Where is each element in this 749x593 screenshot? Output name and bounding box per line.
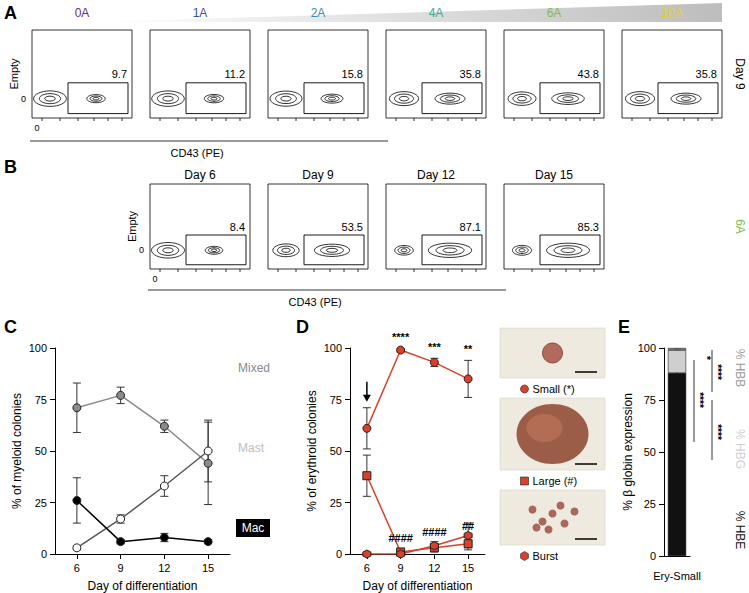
svg-text:####: #### [422, 526, 446, 538]
svg-text:Day of differentiation: Day of differentiation [363, 579, 473, 593]
svg-text:A: A [4, 3, 17, 23]
svg-text:% of erythroid colonies: % of erythroid colonies [305, 390, 319, 511]
svg-text:50: 50 [35, 445, 47, 457]
svg-text:**: ** [464, 343, 473, 355]
svg-text:Ery-Small: Ery-Small [653, 570, 701, 582]
svg-text:75: 75 [330, 394, 342, 406]
svg-text:50: 50 [330, 445, 342, 457]
svg-text:11.2: 11.2 [224, 68, 245, 80]
svg-text:15: 15 [202, 562, 214, 574]
svg-text:9: 9 [118, 562, 124, 574]
svg-text:####: #### [388, 532, 412, 544]
svg-text:85.3: 85.3 [578, 221, 599, 233]
svg-text:25: 25 [35, 497, 47, 509]
svg-text:D: D [296, 317, 309, 337]
svg-text:35.8: 35.8 [460, 68, 481, 80]
svg-text:CD43 (PE): CD43 (PE) [171, 147, 224, 159]
svg-text:0: 0 [152, 274, 157, 284]
svg-text:E: E [618, 317, 630, 337]
svg-text:****: **** [712, 364, 723, 380]
svg-text:1A: 1A [193, 6, 208, 20]
svg-text:Day of differentiation: Day of differentiation [88, 579, 198, 593]
svg-text:25: 25 [330, 497, 342, 509]
svg-text:15: 15 [462, 562, 474, 574]
svg-text:100: 100 [324, 342, 342, 354]
svg-text:***: *** [428, 341, 442, 353]
svg-text:2A: 2A [311, 6, 326, 20]
svg-text:##: ## [462, 520, 474, 532]
svg-text:****: **** [712, 424, 723, 440]
svg-text:100: 100 [638, 342, 656, 354]
svg-text:100: 100 [29, 342, 47, 354]
svg-text:0A: 0A [75, 6, 90, 20]
svg-text:35.8: 35.8 [696, 68, 717, 80]
svg-text:75: 75 [644, 394, 656, 406]
svg-text:Large (#): Large (#) [533, 475, 578, 487]
svg-text:6: 6 [364, 562, 370, 574]
svg-text:****: **** [392, 331, 410, 343]
svg-text:C: C [4, 317, 17, 337]
svg-text:% HBG: % HBG [733, 429, 747, 469]
svg-text:9: 9 [398, 562, 404, 574]
svg-text:Mast: Mast [238, 441, 265, 455]
svg-text:% of myeloid colonies: % of myeloid colonies [10, 393, 24, 509]
svg-text:10A: 10A [661, 6, 682, 20]
svg-text:B: B [4, 157, 17, 177]
svg-text:75: 75 [35, 394, 47, 406]
svg-text:Empty: Empty [8, 58, 20, 90]
svg-text:25: 25 [644, 498, 656, 510]
svg-text:CD43 (PE): CD43 (PE) [289, 296, 342, 308]
svg-text:0: 0 [34, 123, 39, 133]
svg-text:53.5: 53.5 [342, 221, 363, 233]
svg-text:6: 6 [74, 562, 80, 574]
svg-text:15.8: 15.8 [342, 68, 363, 80]
svg-text:Burst: Burst [533, 550, 559, 562]
svg-text:% HBE: % HBE [733, 511, 747, 550]
svg-text:Day 6: Day 6 [184, 168, 216, 182]
svg-text:0: 0 [21, 94, 26, 104]
svg-text:50: 50 [644, 446, 656, 458]
svg-text:% β globin expression: % β globin expression [621, 393, 635, 511]
svg-text:Empty: Empty [126, 210, 138, 242]
svg-text:0: 0 [41, 548, 47, 560]
svg-text:Mac: Mac [242, 521, 265, 535]
svg-text:Day 9: Day 9 [733, 58, 747, 90]
svg-text:12: 12 [158, 562, 170, 574]
svg-text:0: 0 [139, 245, 144, 255]
svg-text:43.8: 43.8 [578, 68, 599, 80]
svg-text:4A: 4A [429, 6, 444, 20]
svg-text:Small (*): Small (*) [533, 383, 575, 395]
svg-text:8.4: 8.4 [230, 221, 245, 233]
svg-text:Day 15: Day 15 [535, 168, 573, 182]
svg-text:Mixed: Mixed [238, 361, 270, 375]
svg-text:87.1: 87.1 [460, 221, 481, 233]
svg-text:9.7: 9.7 [112, 68, 127, 80]
svg-text:6A: 6A [733, 219, 747, 234]
svg-text:****: **** [694, 392, 705, 408]
svg-text:0: 0 [650, 550, 656, 562]
svg-text:Day 9: Day 9 [302, 168, 334, 182]
svg-text:0: 0 [336, 548, 342, 560]
svg-text:Day 12: Day 12 [417, 168, 455, 182]
svg-text:*: * [701, 356, 712, 360]
svg-text:% HBB: % HBB [733, 349, 747, 388]
svg-text:12: 12 [428, 562, 440, 574]
svg-text:6A: 6A [547, 6, 562, 20]
